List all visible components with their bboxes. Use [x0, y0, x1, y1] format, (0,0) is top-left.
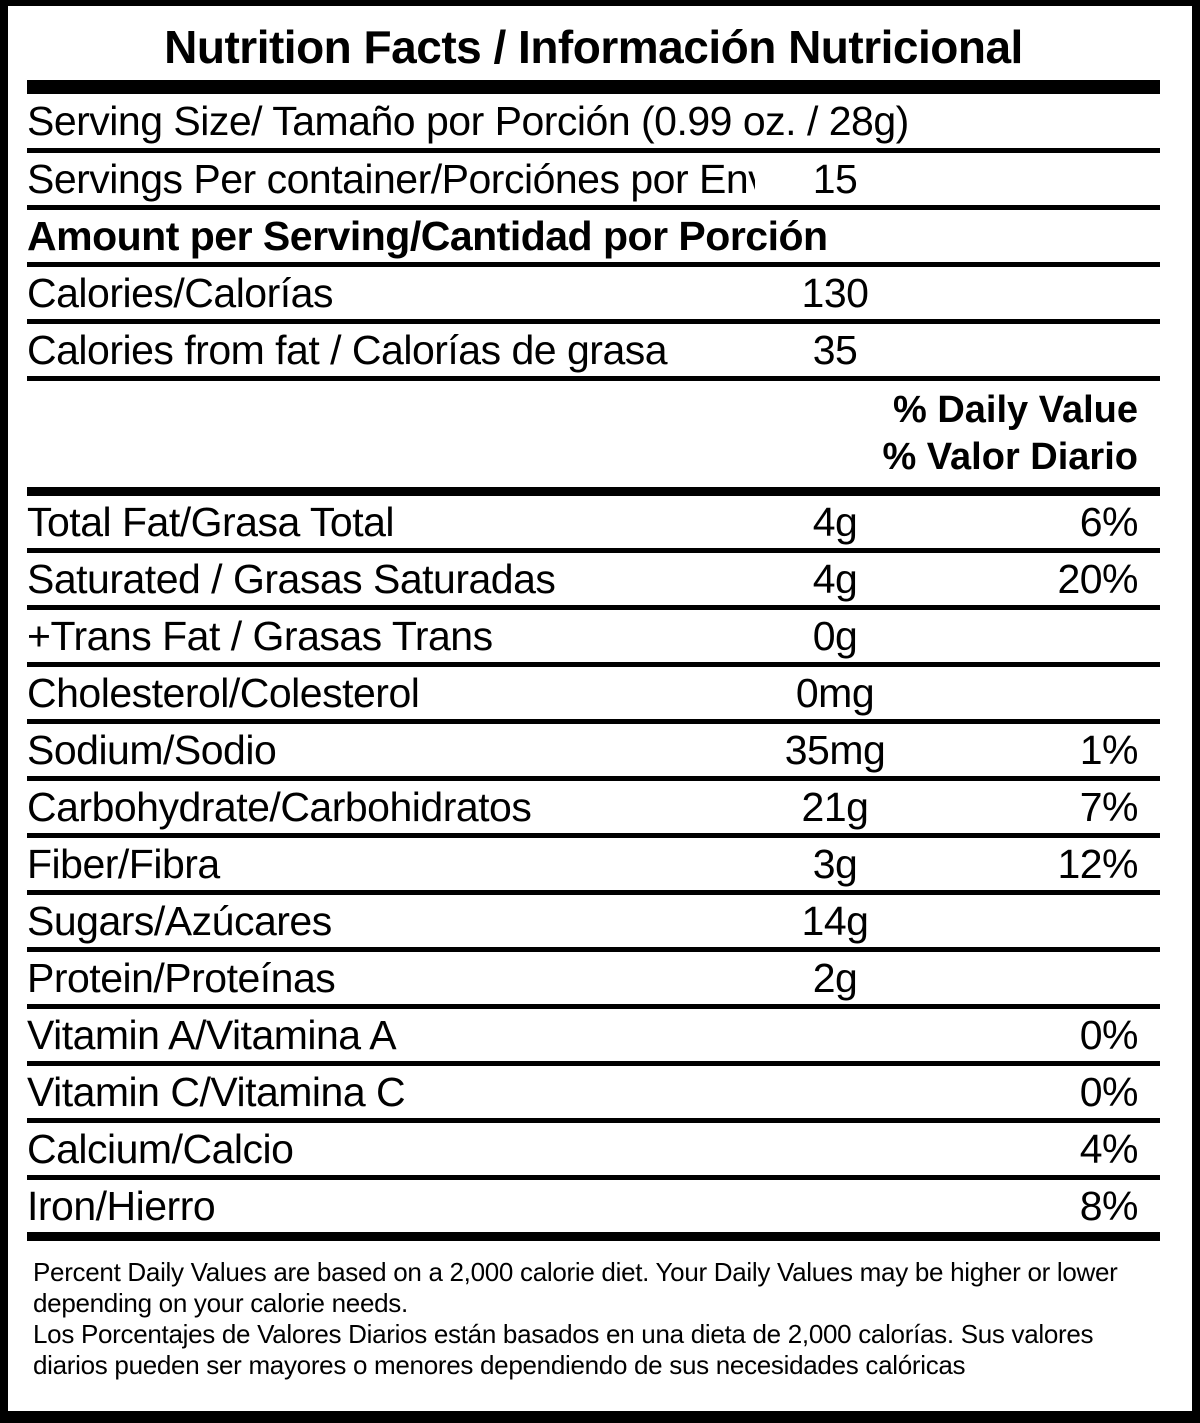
- nutrient-row-fiber: Fiber/Fibra 3g 12%: [27, 838, 1160, 890]
- nutrient-pct: 0%: [1079, 1068, 1139, 1115]
- nutrient-row-sugars: Sugars/Azúcares 14g: [27, 895, 1160, 947]
- footnote-en: Percent Daily Values are based on a 2,00…: [33, 1257, 1118, 1318]
- nutrient-row-carbohydrate: Carbohydrate/Carbohidratos 21g 7%: [27, 781, 1160, 833]
- nutrient-label: Saturated / Grasas Saturadas: [27, 555, 556, 602]
- nutrient-label: +Trans Fat / Grasas Trans: [27, 612, 493, 659]
- label-title: Nutrition Facts / Información Nutriciona…: [164, 21, 1023, 73]
- divider: [27, 548, 1160, 553]
- nutrient-label: Total Fat/Grasa Total: [27, 498, 395, 545]
- divider: [27, 1004, 1160, 1009]
- divider: [27, 1118, 1160, 1123]
- nutrient-row-calcium: Calcium/Calcio 4%: [27, 1123, 1160, 1175]
- footnote: Percent Daily Values are based on a 2,00…: [27, 1241, 1160, 1381]
- nutrient-row-vitamin-c: Vitamin C/Vitamina C 0%: [27, 1066, 1160, 1118]
- nutrient-row-trans-fat: +Trans Fat / Grasas Trans 0g: [27, 610, 1160, 662]
- nutrient-value: 2g: [812, 954, 858, 1001]
- amount-per-serving-header: Amount per Serving/Cantidad por Porción: [27, 210, 1160, 262]
- divider-thick: [27, 487, 1160, 496]
- calories-from-fat-value: 35: [812, 326, 858, 373]
- nutrient-pct: 20%: [1057, 555, 1138, 602]
- nutrient-value: 4g: [812, 555, 858, 602]
- nutrient-pct: 4%: [1079, 1125, 1139, 1172]
- divider: [27, 947, 1160, 952]
- servings-per-container-label: Servings Per container/Porciónes por Env…: [27, 155, 755, 202]
- nutrient-row-total-fat: Total Fat/Grasa Total 4g 6%: [27, 496, 1160, 548]
- divider: [27, 262, 1160, 267]
- divider: [27, 833, 1160, 838]
- divider: [27, 148, 1160, 153]
- nutrient-value: 21g: [801, 783, 869, 830]
- divider: [27, 776, 1160, 781]
- servings-per-container-row: Servings Per container/Porciónes por Env…: [27, 153, 1160, 205]
- divider: [27, 1061, 1160, 1066]
- nutrient-label: Vitamin C/Vitamina C: [27, 1068, 406, 1115]
- nutrient-label: Iron/Hierro: [27, 1182, 216, 1229]
- footnote-es: Los Porcentajes de Valores Diarios están…: [33, 1319, 1094, 1380]
- nutrient-row-vitamin-a: Vitamin A/Vitamina A 0%: [27, 1009, 1160, 1061]
- calories-value: 130: [801, 269, 869, 316]
- nutrient-value: 4g: [812, 498, 858, 545]
- nutrient-row-protein: Protein/Proteínas 2g: [27, 952, 1160, 1004]
- nutrient-value: 3g: [812, 840, 858, 887]
- divider: [27, 319, 1160, 324]
- divider: [27, 662, 1160, 667]
- daily-value-header-en: % Daily Value: [892, 389, 1138, 431]
- calories-row: Calories/Calorías 130: [27, 267, 1160, 319]
- nutrient-value: 0g: [812, 612, 858, 659]
- calories-from-fat-label: Calories from fat / Calorías de grasa: [27, 326, 668, 373]
- nutrient-value: 14g: [801, 897, 869, 944]
- nutrient-row-saturated-fat: Saturated / Grasas Saturadas 4g 20%: [27, 553, 1160, 605]
- serving-size-row: Serving Size/ Tamaño por Porción (0.99 o…: [27, 94, 1160, 148]
- nutrient-pct: 8%: [1079, 1182, 1139, 1229]
- nutrient-pct: 12%: [1057, 840, 1138, 887]
- servings-per-container-value: 15: [812, 155, 858, 202]
- nutrient-label: Carbohydrate/Carbohidratos: [27, 783, 532, 830]
- nutrient-label: Cholesterol/Colesterol: [27, 669, 420, 716]
- nutrient-pct: 7%: [1079, 783, 1139, 830]
- divider: [27, 376, 1160, 381]
- serving-size-label: Serving Size/ Tamaño por Porción (0.99 o…: [27, 97, 909, 144]
- amount-per-serving-label: Amount per Serving/Cantidad por Porción: [27, 212, 828, 259]
- divider: [27, 1175, 1160, 1180]
- nutrient-label: Vitamin A/Vitamina A: [27, 1011, 397, 1058]
- divider-thick: [27, 1232, 1160, 1241]
- divider: [27, 890, 1160, 895]
- nutrient-label: Protein/Proteínas: [27, 954, 336, 1001]
- calories-from-fat-row: Calories from fat / Calorías de grasa 35: [27, 324, 1160, 376]
- nutrient-pct: 6%: [1079, 498, 1139, 545]
- nutrient-label: Sugars/Azúcares: [27, 897, 332, 944]
- nutrient-row-cholesterol: Cholesterol/Colesterol 0mg: [27, 667, 1160, 719]
- nutrient-label: Calcium/Calcio: [27, 1125, 294, 1172]
- daily-value-header: % Daily Value % Valor Diario: [27, 381, 1160, 487]
- nutrient-value: 35mg: [784, 726, 886, 773]
- calories-label: Calories/Calorías: [27, 269, 333, 316]
- daily-value-header-es: % Valor Diario: [882, 436, 1138, 478]
- nutrient-label: Fiber/Fibra: [27, 840, 220, 887]
- nutrient-row-iron: Iron/Hierro 8%: [27, 1180, 1160, 1232]
- nutrient-label: Sodium/Sodio: [27, 726, 277, 773]
- nutrient-pct: 1%: [1079, 726, 1139, 773]
- divider: [27, 605, 1160, 610]
- divider: [27, 205, 1160, 210]
- nutrient-value: 0mg: [795, 669, 875, 716]
- title-divider-bar: [27, 80, 1160, 94]
- divider: [27, 719, 1160, 724]
- nutrient-pct: 0%: [1079, 1011, 1139, 1058]
- nutrient-row-sodium: Sodium/Sodio 35mg 1%: [27, 724, 1160, 776]
